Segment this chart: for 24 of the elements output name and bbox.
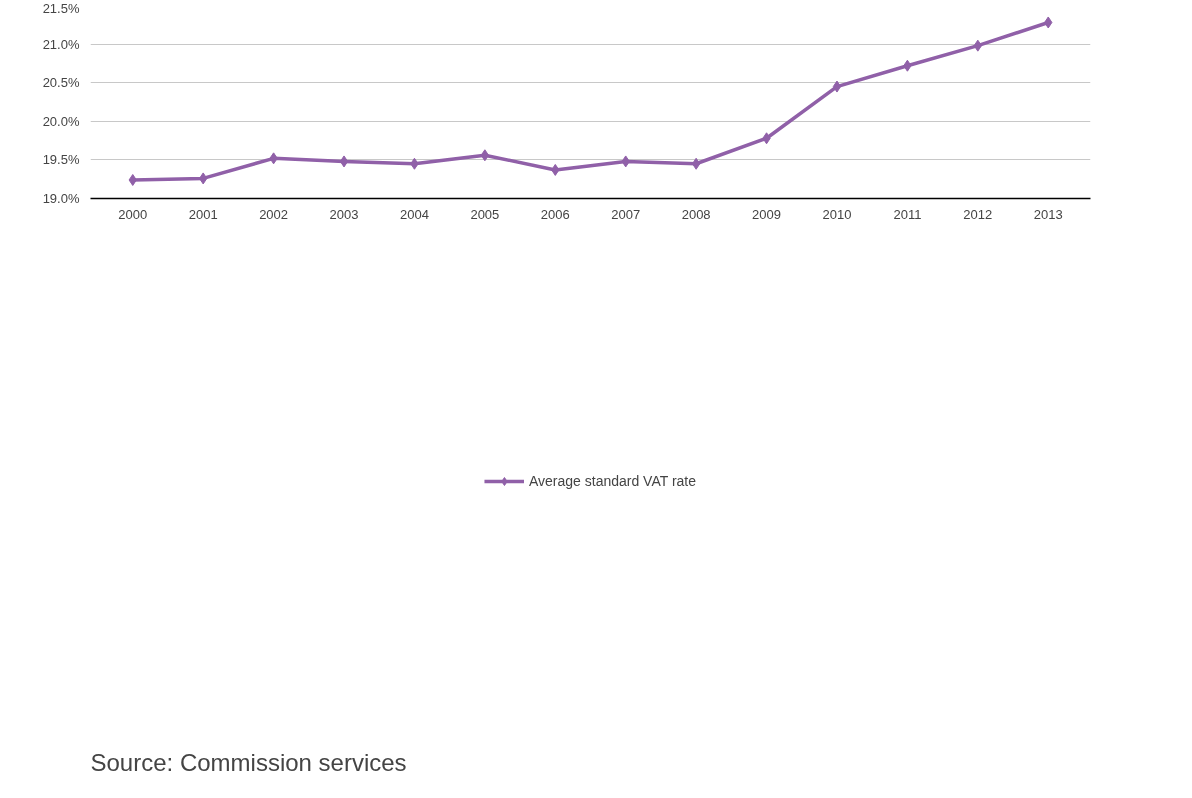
point (480, 149, 490, 162)
x-tick-label: 2013 (1033, 206, 1063, 222)
x-tick-label: 2004 (399, 206, 429, 222)
y-tick-label: 21.0% (42, 36, 80, 52)
x-tick-label: 2005 (470, 206, 500, 222)
x-tick-label: 2001 (188, 206, 218, 222)
x-tick-label: 2009 (752, 206, 782, 222)
x-tick-label: 2008 (681, 206, 711, 222)
legend-label: Average standard VAT rate (528, 472, 697, 489)
x-tick-label: 2002 (259, 206, 289, 222)
y-tick-label: 20.0% (42, 113, 80, 129)
source-note: Source: Commission services (90, 748, 407, 776)
x-tick-label: 2006 (540, 206, 570, 222)
x-tick-label: 2011 (893, 206, 922, 222)
x-tick-label: 2012 (963, 206, 993, 222)
x-tick-label: 2000 (118, 206, 148, 222)
y-tick-label: 20.5% (42, 75, 80, 91)
point (832, 80, 842, 93)
y-tick-label: 19.5% (42, 152, 80, 168)
y-tick-label: 19.0% (42, 191, 80, 206)
x-tick-label: 2010 (822, 206, 852, 222)
y-tick-label: 21.5% (42, 0, 80, 16)
x-tick-label: 2003 (329, 206, 359, 222)
x-tick-label: 2007 (611, 206, 641, 222)
